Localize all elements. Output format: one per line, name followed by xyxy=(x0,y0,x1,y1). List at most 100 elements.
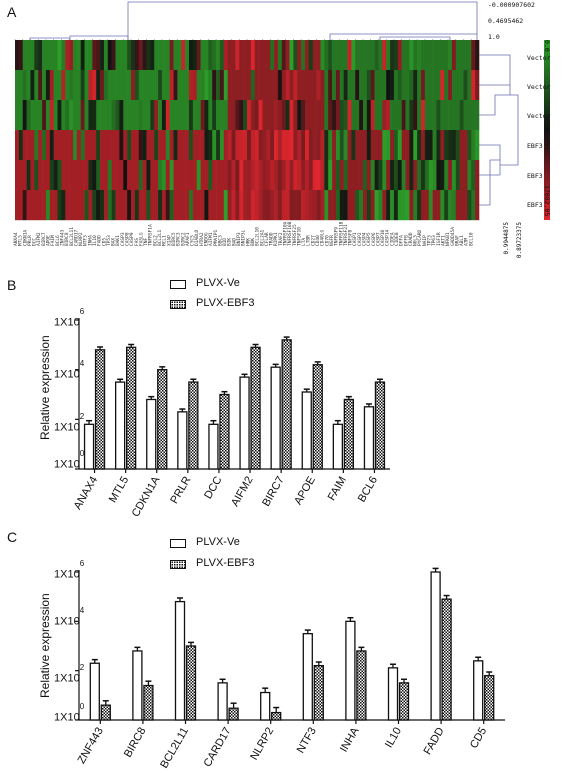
legend-c-label-ebf3: PLVX-EBF3 xyxy=(196,557,255,569)
heatmap-cell xyxy=(134,160,140,191)
bar-plvx-ve xyxy=(473,660,484,721)
heatmap-cell xyxy=(204,100,209,131)
heatmap-cell xyxy=(351,40,356,71)
heatmap-cell xyxy=(324,70,329,101)
heatmap-cell xyxy=(339,40,344,71)
heatmap-cell xyxy=(22,70,27,101)
heatmap-cell xyxy=(374,40,379,71)
heatmap-cell xyxy=(328,190,333,221)
heatmap-cell xyxy=(196,130,201,161)
heatmap-cell xyxy=(417,190,422,221)
heatmap-cell xyxy=(84,160,89,191)
heatmap-cell xyxy=(65,160,70,191)
gene-label: APOE xyxy=(46,235,52,246)
heatmap-cell xyxy=(154,100,159,131)
heatmap-cell xyxy=(134,190,140,221)
gene-label: NFKB1 xyxy=(445,232,451,246)
heatmap-cell xyxy=(42,130,47,161)
gene-label: TP63 xyxy=(431,235,437,246)
heatmap-cell xyxy=(421,190,426,221)
heatmap-cell xyxy=(475,100,480,131)
heatmap-cell xyxy=(386,40,391,71)
heatmap-cell xyxy=(459,160,464,191)
heatmap-cell xyxy=(312,70,317,101)
gene-label: PYCARD xyxy=(417,229,423,246)
heatmap-cell xyxy=(181,70,186,101)
heatmap-cell xyxy=(467,40,472,71)
heatmap-cell xyxy=(417,160,422,191)
heatmap-cell xyxy=(212,160,217,191)
heatmap-cell xyxy=(312,160,317,191)
heatmap-cell xyxy=(111,40,116,71)
heatmap-cell xyxy=(15,130,20,161)
heatmap-cell xyxy=(475,160,480,191)
heatmap-cell xyxy=(138,160,143,191)
heatmap-cell xyxy=(169,190,174,221)
heatmap-cell xyxy=(38,130,43,161)
heatmap-cell xyxy=(436,100,441,131)
heatmap-cell xyxy=(18,70,24,101)
heatmap-cell xyxy=(397,130,402,161)
dendrogram-branch-right xyxy=(329,33,477,40)
heatmap-cell xyxy=(475,40,480,71)
bar-plvx-ebf3 xyxy=(228,707,239,721)
heatmap-cell xyxy=(177,190,182,221)
heatmap-cell xyxy=(235,100,240,131)
heatmap-cell xyxy=(316,190,321,221)
heatmap-cell xyxy=(258,40,263,71)
heatmap-cell xyxy=(285,100,290,131)
heatmap-cell xyxy=(26,190,31,221)
chart-c-ytick-6: 1X106 xyxy=(54,559,85,581)
heatmap-cell xyxy=(393,70,399,101)
gene-label: TNFRSF21 xyxy=(343,224,349,246)
heatmap-cell xyxy=(390,130,395,161)
heatmap-cell xyxy=(359,40,364,71)
gene-label: BAX xyxy=(111,238,117,246)
gene-label: RIPK1 xyxy=(273,232,279,246)
heatmap-cell xyxy=(22,160,27,191)
heatmap-cell xyxy=(359,160,364,191)
heatmap-cell xyxy=(355,70,360,101)
heatmap-cell xyxy=(444,190,449,221)
heatmap-cell xyxy=(223,160,228,191)
heatmap-cell xyxy=(18,190,24,221)
gene-label: BIK xyxy=(227,238,233,246)
heatmap-cell xyxy=(254,130,259,161)
heatmap-cell xyxy=(274,40,279,71)
gene-label: DCC xyxy=(32,238,38,246)
heatmap-cell xyxy=(18,40,24,71)
heatmap-cell xyxy=(432,160,437,191)
heatmap-cell xyxy=(401,190,406,221)
heatmap-cell xyxy=(212,100,217,131)
heatmap-cell xyxy=(297,70,302,101)
heatmap-cell xyxy=(378,130,383,161)
heatmap-cell xyxy=(366,40,372,71)
heatmap-cell xyxy=(258,70,263,101)
heatmap-cell xyxy=(320,190,325,221)
heatmap-cell xyxy=(131,160,136,191)
heatmap-cell xyxy=(393,130,399,161)
heatmap-cell xyxy=(161,130,167,161)
heatmap-cell xyxy=(127,100,132,131)
gene-label: FAIM xyxy=(50,235,56,246)
gene-label: CD40LG xyxy=(320,229,326,246)
heatmap-cell xyxy=(15,100,20,131)
heatmap-cell xyxy=(61,190,66,221)
heatmap-cell xyxy=(262,70,267,101)
heatmap-cell xyxy=(262,130,267,161)
heatmap-cell xyxy=(142,70,147,101)
heatmap-cell xyxy=(274,160,279,191)
right-dendrogram xyxy=(479,54,519,206)
heatmap-cell xyxy=(297,190,302,221)
heatmap-cell xyxy=(254,160,259,191)
heatmap-cell xyxy=(73,100,78,131)
heatmap-cell xyxy=(277,40,283,71)
gene-label: ZNF443 xyxy=(60,229,66,246)
heatmap-cell xyxy=(363,130,368,161)
gene-label: NGFR xyxy=(329,235,335,246)
gene-label: TNFSF8 xyxy=(348,229,354,246)
heatmap-cell xyxy=(397,40,402,71)
heatmap-cell xyxy=(386,130,391,161)
heatmap-cell xyxy=(100,70,105,101)
heatmap-cell xyxy=(53,100,58,131)
